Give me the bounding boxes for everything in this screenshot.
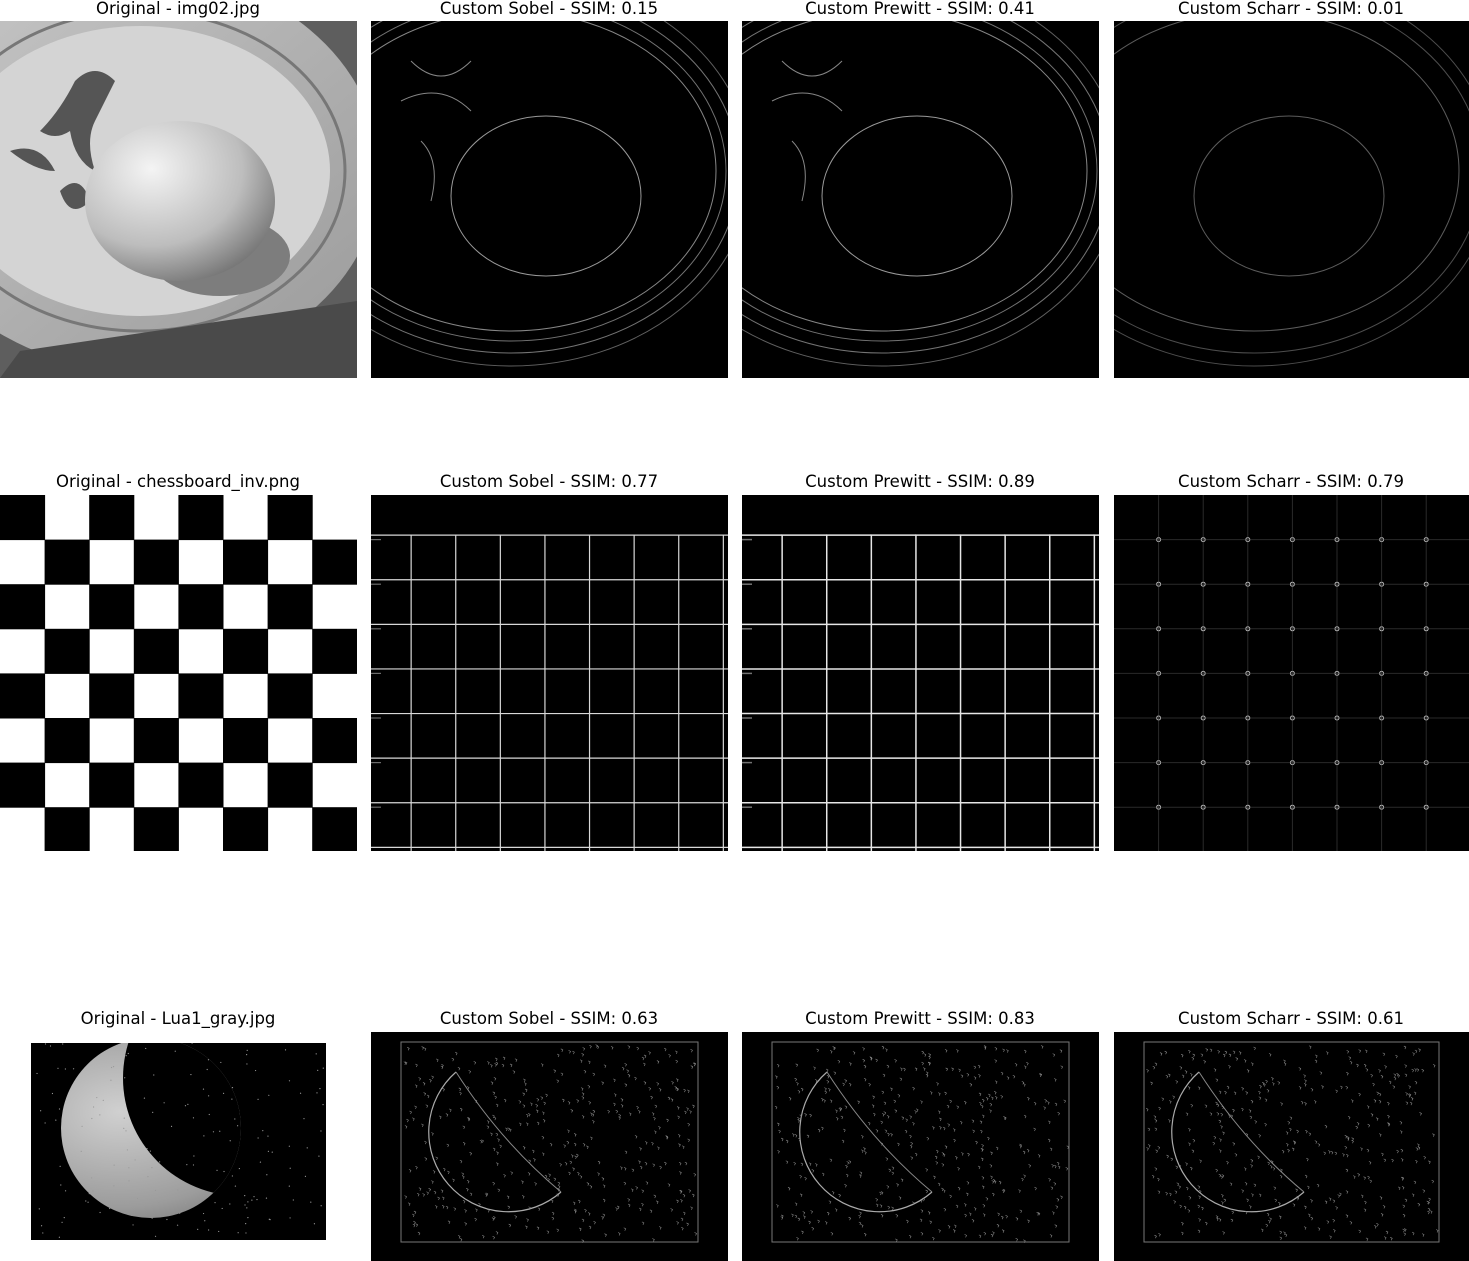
prewitt-egg-edges [742, 21, 1099, 378]
panel-title-original-moon: Original - Lua1_gray.jpg [80, 1009, 276, 1028]
original-egg-image [0, 21, 357, 378]
scharr-moon-edges [1114, 1032, 1469, 1261]
sobel-moon-edges [371, 1032, 728, 1261]
panel-title-scharr-moon: Custom Scharr - SSIM: 0.61 [1178, 1009, 1404, 1028]
sobel-chessboard-edges [371, 495, 728, 851]
panel-title-sobel-img02: Custom Sobel - SSIM: 0.15 [439, 0, 659, 18]
original-chessboard-image [0, 495, 357, 851]
scharr-egg-edges [1114, 21, 1469, 378]
prewitt-moon-edges [742, 1032, 1099, 1261]
sobel-egg-edges [371, 21, 728, 378]
panel-title-prewitt-moon: Custom Prewitt - SSIM: 0.83 [805, 1009, 1035, 1028]
panel-title-original-chessboard: Original - chessboard_inv.png [56, 472, 300, 491]
panel-title-sobel-moon: Custom Sobel - SSIM: 0.63 [439, 1009, 659, 1028]
prewitt-chessboard-edges [742, 495, 1099, 851]
panel-title-original-img02: Original - img02.jpg [96, 0, 260, 18]
panel-title-sobel-chessboard: Custom Sobel - SSIM: 0.77 [439, 472, 659, 491]
original-moon-image [31, 1043, 326, 1240]
scharr-chessboard-edges [1114, 495, 1469, 851]
panel-title-scharr-img02: Custom Scharr - SSIM: 0.01 [1178, 0, 1404, 18]
panel-title-prewitt-chessboard: Custom Prewitt - SSIM: 0.89 [805, 472, 1035, 491]
panel-title-scharr-chessboard: Custom Scharr - SSIM: 0.79 [1178, 472, 1404, 491]
panel-title-prewitt-img02: Custom Prewitt - SSIM: 0.41 [805, 0, 1035, 18]
